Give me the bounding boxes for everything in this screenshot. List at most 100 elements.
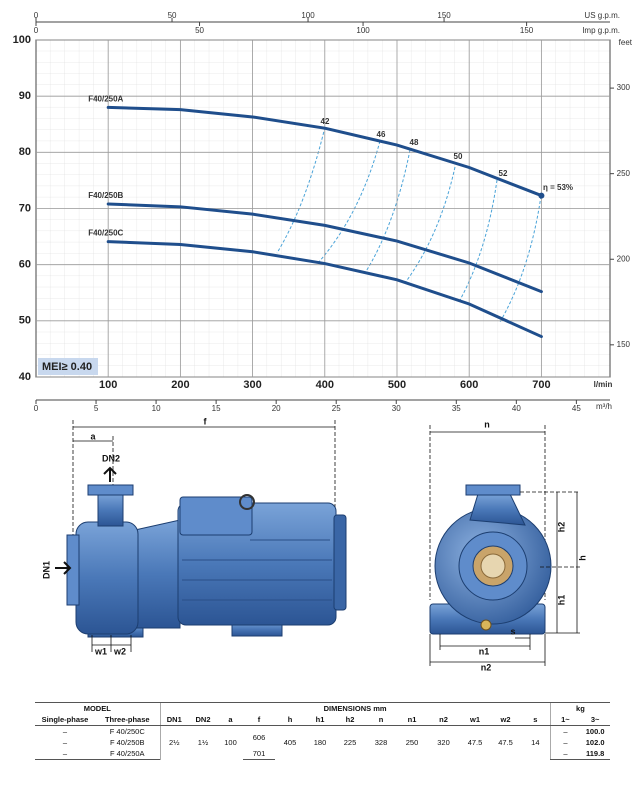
tick-label: 20 — [272, 404, 281, 413]
dim-label: h1 — [556, 595, 566, 606]
column-header: 1~ — [549, 714, 581, 726]
cell: 100.0 — [585, 727, 605, 736]
cell: 47.5 — [467, 738, 483, 748]
dim-label: h — [577, 555, 587, 561]
cell: – — [62, 738, 68, 747]
efficiency-label: η = 53% — [543, 183, 573, 192]
y-tick-label: 40 — [19, 371, 31, 383]
badge-label: MEI≥ 0.40 — [42, 361, 92, 373]
tick-label: 15 — [212, 404, 221, 413]
x-axis-label: l/min — [594, 380, 613, 389]
column-header: h2 — [335, 714, 365, 726]
cell: 405 — [283, 738, 297, 748]
dim-label: DN1 — [41, 561, 51, 579]
cell: 1½ — [197, 738, 209, 748]
series-label: F40/250B — [88, 191, 123, 200]
y-tick-label: 70 — [19, 202, 31, 214]
cell: – — [549, 725, 581, 737]
y-tick-label: 90 — [19, 90, 31, 102]
cell: 320 — [437, 738, 450, 748]
column-header: w2 — [490, 714, 521, 726]
series-label: F40/250A — [88, 95, 123, 104]
efficiency-label: 50 — [454, 152, 463, 161]
tick-label: 150 — [617, 340, 631, 349]
dim-label: w1 — [94, 646, 107, 656]
efficiency-label: 42 — [321, 117, 330, 126]
cell: – — [549, 737, 581, 748]
axis-label: feet — [619, 38, 633, 47]
column-header: n2 — [427, 714, 460, 726]
column-header: h1 — [305, 714, 335, 726]
cell: F 40/250C — [109, 727, 145, 736]
tick-label: 200 — [617, 254, 631, 263]
x-tick-label: 600 — [460, 379, 478, 391]
column-header: h — [275, 714, 305, 726]
tick-label: 30 — [392, 404, 401, 413]
column-header: Single-phase — [35, 714, 95, 726]
dim-label: w2 — [113, 646, 126, 656]
column-header: f — [243, 714, 275, 726]
efficiency-label: 52 — [499, 169, 508, 178]
x-tick-label: 100 — [99, 379, 117, 391]
cell: F 40/250A — [95, 748, 160, 760]
tick-label: 250 — [617, 169, 631, 178]
cell: 701 — [243, 748, 275, 760]
tick-label: 45 — [572, 404, 581, 413]
axis-label: m³/h — [596, 402, 612, 411]
column-header-row: Single-phase Three-phase DN1 DN2 a f h h1 h2 n n1 n… — [35, 714, 611, 726]
tick-label: 100 — [301, 11, 315, 20]
group-header: MODEL — [35, 702, 160, 714]
cell: 47.5 — [498, 738, 513, 748]
dimensions-table: MODEL DIMENSIONS mm kg Single-phase Three… — [35, 702, 611, 760]
cell: 250 — [405, 738, 419, 748]
series-line — [106, 202, 543, 294]
dim-label: a — [90, 431, 96, 441]
series-line — [106, 240, 543, 339]
column-header: s — [521, 714, 551, 726]
group-header: kg — [549, 702, 611, 714]
tick-label: 35 — [452, 404, 461, 413]
table-row: – F 40/250C 2½ 1½ 100 606 405 180 225 32… — [35, 725, 610, 760]
table-row: – F 40/250B – 102.0 — [35, 737, 610, 748]
axis-label: Imp g.p.m. — [582, 26, 620, 35]
cell: 180 — [313, 738, 327, 748]
cell: 14 — [531, 738, 540, 748]
dim-label: f — [204, 416, 208, 426]
column-header: 3~ — [580, 714, 611, 726]
group-header-row: MODEL DIMENSIONS mm kg — [35, 702, 611, 714]
column-header: Three-phase — [95, 714, 160, 726]
x-tick-label: 300 — [243, 379, 261, 391]
cell: – — [549, 748, 581, 760]
column-header: n — [365, 714, 397, 726]
tick-label: 25 — [332, 404, 341, 413]
dim-label: DN2 — [102, 453, 120, 463]
series-label: F40/250C — [88, 229, 123, 238]
tick-label: 0 — [34, 26, 39, 35]
axis-label: US g.p.m. — [584, 11, 620, 20]
tick-label: 300 — [617, 83, 631, 92]
front-view-drawing: n h2 h h1 s n1 n2 — [429, 419, 587, 672]
dim-label: n — [484, 419, 490, 429]
badge-box — [38, 358, 98, 375]
y-tick-label: 80 — [19, 146, 31, 158]
tick-label: 150 — [437, 11, 451, 20]
x-tick-label: 700 — [532, 379, 550, 391]
cell: – — [62, 727, 68, 736]
tick-label: 50 — [168, 11, 177, 20]
cell: – — [35, 748, 95, 760]
tick-label: 0 — [34, 11, 39, 20]
efficiency-label: 46 — [377, 130, 386, 139]
cell: F 40/250B — [109, 738, 145, 747]
x-tick-label: 200 — [171, 379, 189, 391]
tick-label: 100 — [356, 26, 370, 35]
column-header: w1 — [460, 714, 490, 726]
cell: 606 — [252, 732, 266, 742]
group-header: DIMENSIONS mm — [159, 702, 551, 714]
column-header: DN1 — [159, 714, 188, 726]
y-tick-label: 50 — [19, 315, 31, 327]
side-view-drawing: a f DN2 DN1 w1 w2 — [41, 416, 347, 656]
efficiency-label: 48 — [410, 138, 419, 147]
tick-label: 50 — [195, 26, 204, 35]
